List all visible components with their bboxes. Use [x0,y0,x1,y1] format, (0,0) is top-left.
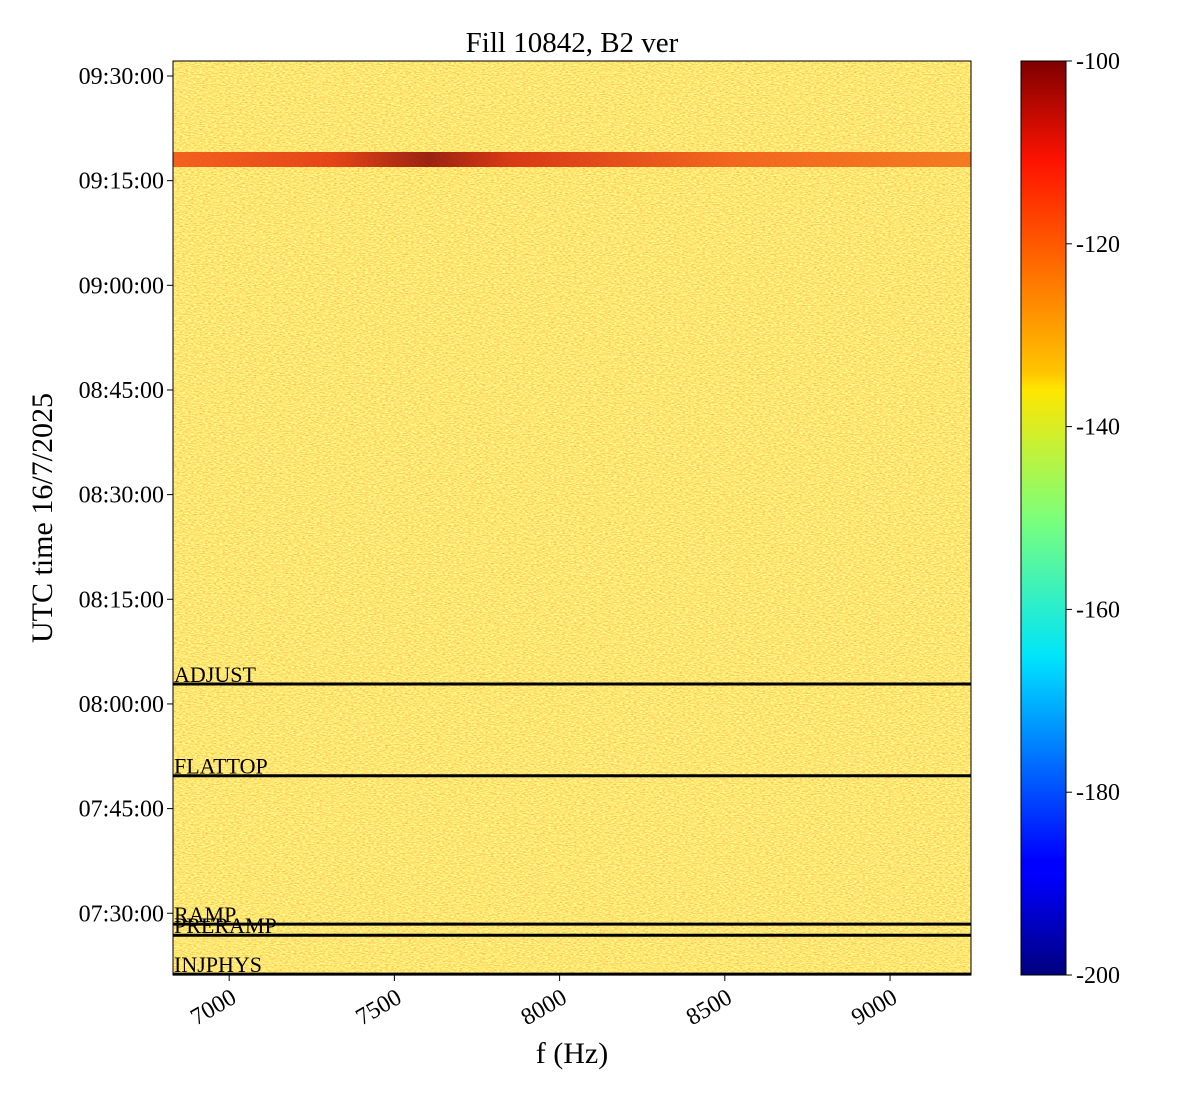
colorbar-tick-label: -200 [1076,963,1120,989]
event-label: INJPHYS [174,952,262,977]
colorbar-tick-label: -160 [1076,597,1120,623]
y-tick-label: 09:30:00 [79,64,164,90]
event-label: PRERAMP [174,913,277,938]
y-axis-label: UTC time 16/7/2025 [26,393,59,643]
spectrogram-image [173,61,971,975]
y-tick-label: 09:15:00 [79,169,164,195]
spectral-band [173,152,971,167]
colorbar [1020,60,1067,976]
colorbar-tick-label: -140 [1076,415,1120,441]
x-tick-label: 8000 [517,984,572,1031]
colorbar-tick-label: -180 [1076,780,1120,806]
chart-title: Fill 10842, B2 ver [466,27,679,59]
y-tick-label: 08:00:00 [79,692,164,718]
event-label: RAMP [174,902,236,927]
y-tick-label: 09:00:00 [79,273,164,299]
colorbar-tick-label: -120 [1076,232,1120,258]
y-tick-label: 07:30:00 [79,901,164,927]
event-label: FLATTOP [174,754,268,779]
x-tick-label: 9000 [847,984,902,1031]
x-tick-label: 7500 [352,984,407,1031]
y-tick-label: 08:45:00 [79,378,164,404]
x-tick-label: 8500 [682,984,737,1031]
y-tick-label: 08:30:00 [79,483,164,509]
colorbar-tick-label: -100 [1076,49,1120,75]
x-tick-label: 7000 [186,984,241,1031]
y-tick-label: 08:15:00 [79,587,164,613]
y-tick-label: 07:45:00 [79,797,164,823]
event-label: ADJUST [174,662,256,687]
x-axis-label: f (Hz) [536,1037,608,1070]
